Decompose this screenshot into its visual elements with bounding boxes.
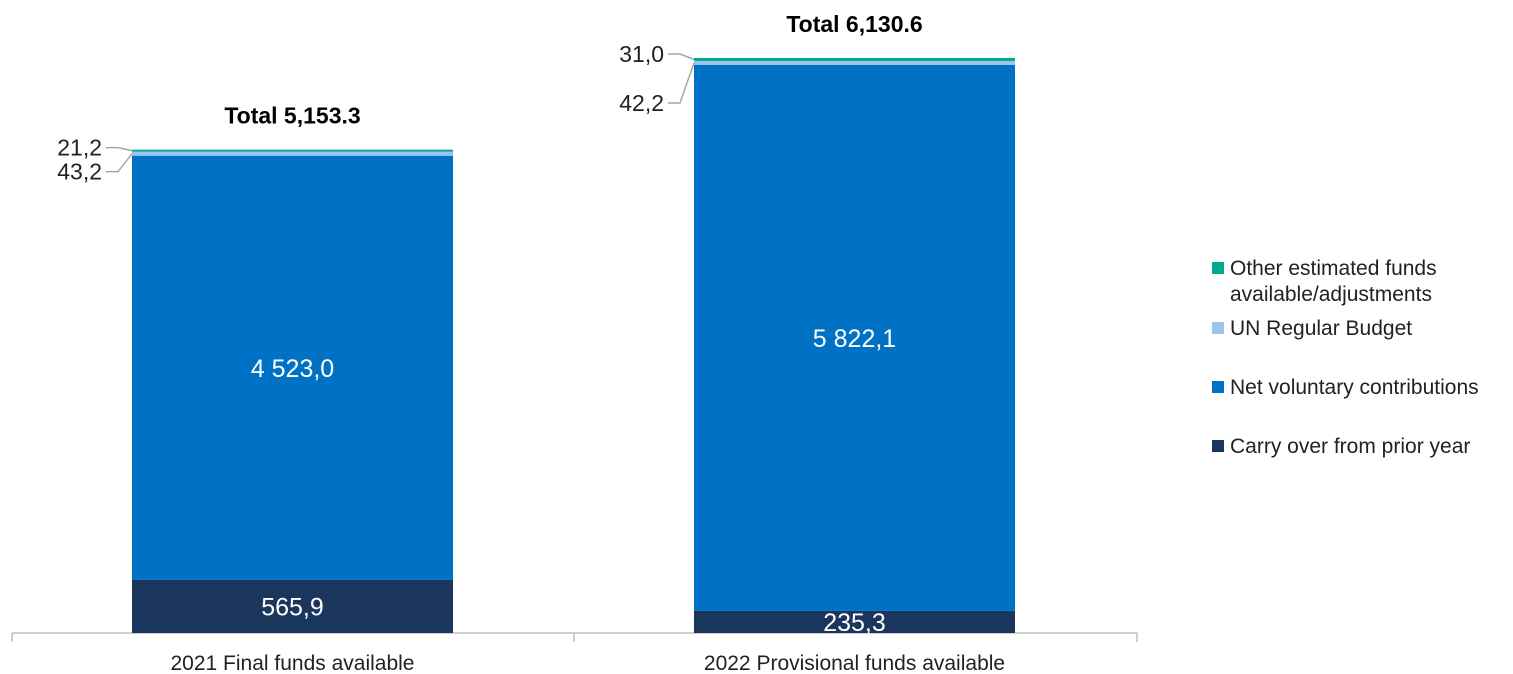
leader-line: [668, 53, 695, 61]
data-label: 31,0: [619, 41, 664, 67]
legend-label: Net voluntary contributions: [1230, 376, 1479, 399]
legend-swatch: [1212, 381, 1224, 393]
bars-group: [132, 58, 1015, 633]
bar-segment: [132, 149, 453, 152]
category-label: 2021 Final funds available: [170, 652, 414, 674]
legend-label: Carry over from prior year: [1230, 435, 1471, 458]
bar-segment: [132, 579, 453, 633]
data-label: 5 822,1: [813, 325, 896, 353]
legend-swatch: [1212, 322, 1224, 334]
total-label: Total 6,130.6: [786, 11, 922, 37]
legend-item: UN Regular Budget: [1210, 316, 1513, 342]
bar-segment: [132, 151, 453, 156]
legend-item: Other estimated funds available/adjustme…: [1210, 256, 1513, 308]
category-label: 2022 Provisional funds available: [704, 652, 1005, 674]
bar-segment: [694, 610, 1015, 633]
bar-segment: [694, 58, 1015, 61]
legend-label: Other estimated funds available/adjustme…: [1230, 257, 1437, 306]
legend-swatch: [1212, 262, 1224, 274]
legend-item: Carry over from prior year: [1210, 434, 1513, 460]
data-label: 42,2: [619, 90, 664, 116]
data-label: 4 523,0: [251, 355, 334, 383]
data-label: 21,2: [57, 135, 102, 161]
bar-segment: [694, 60, 1015, 65]
total-label: Total 5,153.3: [224, 103, 360, 129]
leader-line: [668, 62, 695, 104]
legend-swatch: [1212, 440, 1224, 452]
data-label: 235,3: [823, 609, 886, 637]
legend-label: UN Regular Budget: [1230, 317, 1413, 340]
leader-line: [106, 146, 133, 152]
legend-item: Net voluntary contributions: [1210, 375, 1513, 401]
leader-line: [106, 153, 133, 173]
bar-segment: [694, 64, 1015, 611]
data-label: 43,2: [57, 159, 102, 185]
data-label: 565,9: [261, 593, 324, 621]
bar-segment: [132, 155, 453, 580]
labels-group: 565,9 4 523,0 21,243,2 Total 5,153.3 2021 Fi…: [57, 11, 1005, 674]
